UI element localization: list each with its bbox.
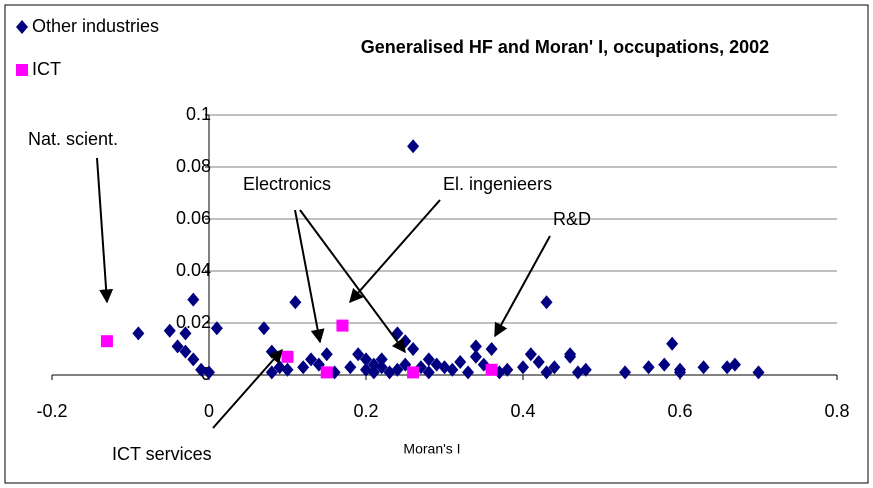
plot: 00.020.040.060.080.1-0.200.20.40.60.8Oth… (16, 16, 850, 464)
point (422, 352, 435, 367)
point (179, 344, 192, 359)
annotation: Electronics (243, 174, 331, 194)
point (305, 352, 318, 367)
point (454, 355, 467, 369)
annotation-arrow (294, 209, 325, 344)
point (320, 366, 333, 379)
point (375, 352, 388, 367)
point (360, 352, 372, 367)
point (674, 362, 686, 377)
point (485, 342, 498, 356)
annotation: El. ingenieers (443, 174, 552, 194)
point (517, 360, 529, 375)
point (501, 362, 514, 377)
x-tick-label: 0.6 (667, 401, 692, 421)
x-tick-label: -0.2 (36, 401, 67, 421)
point (752, 365, 765, 380)
point (540, 365, 553, 380)
point (422, 365, 435, 380)
legend-marker (16, 20, 28, 34)
x-tick-label: 0.2 (353, 401, 378, 421)
point (187, 292, 200, 307)
x-tick-label: 0 (204, 401, 214, 421)
point (658, 357, 671, 372)
point (548, 360, 561, 375)
annotation-arrow (299, 209, 406, 354)
point (469, 349, 482, 364)
chart-border (4, 4, 869, 484)
annotation-arrow (212, 348, 283, 429)
annotation: Nat. scient. (28, 129, 118, 149)
point (265, 365, 278, 380)
annotation: ICT services (112, 444, 212, 464)
legend-label: ICT (32, 59, 61, 79)
point (210, 321, 223, 336)
point (391, 362, 404, 377)
annotation: R&D (553, 209, 591, 229)
y-tick-label: 0.04 (176, 260, 211, 280)
point (462, 365, 475, 380)
point (407, 366, 420, 379)
point (297, 360, 310, 375)
point (524, 347, 537, 362)
point (203, 365, 215, 380)
point (469, 339, 482, 354)
point (336, 319, 349, 332)
annotation-arrow (349, 199, 441, 304)
point (579, 362, 592, 377)
annotation-arrow (96, 157, 114, 304)
point (132, 326, 145, 341)
point (257, 321, 270, 336)
point (619, 365, 632, 380)
point (367, 365, 380, 380)
y-tick-label: 0.08 (176, 156, 211, 176)
point (344, 360, 357, 375)
point (320, 347, 333, 362)
point (564, 347, 577, 362)
point (697, 360, 710, 375)
point (540, 295, 553, 310)
point (171, 339, 184, 354)
point (187, 352, 200, 367)
point (666, 336, 679, 351)
y-tick-label: 0.02 (176, 312, 211, 332)
point (352, 347, 365, 362)
point (281, 362, 294, 377)
point (100, 335, 113, 348)
point (642, 360, 655, 375)
y-tick-label: 0.1 (186, 104, 211, 124)
legend-marker (16, 64, 28, 76)
x-axis-label: Moran's I (403, 441, 460, 457)
point (728, 357, 741, 372)
point (446, 362, 459, 377)
point (532, 355, 545, 369)
point (163, 323, 176, 338)
point (375, 360, 388, 375)
point (407, 342, 420, 356)
x-tick-label: 0.8 (824, 401, 849, 421)
point (179, 326, 192, 341)
point (485, 363, 498, 376)
legend-label: Other industries (32, 16, 159, 36)
point (281, 350, 294, 363)
chart-title: Generalised HF and Moran' I, occupations… (361, 37, 769, 57)
point (289, 295, 302, 310)
point (407, 139, 420, 154)
y-tick-label: 0.06 (176, 208, 211, 228)
annotation-arrow (494, 235, 551, 338)
x-tick-label: 0.4 (510, 401, 535, 421)
